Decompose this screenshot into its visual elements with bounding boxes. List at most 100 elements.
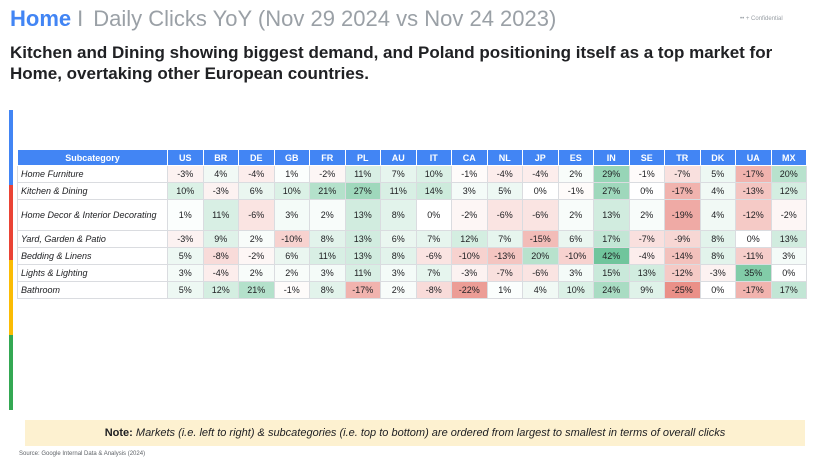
yoy-cell-jp: 20% [522,247,559,265]
yoy-cell-in: 13% [593,199,630,231]
yoy-cell-pl: 13% [344,247,381,265]
yoy-cell-de: -4% [238,165,275,183]
yoy-cell-ca: -1% [451,165,488,183]
yoy-cell-fr: 8% [309,230,346,248]
yoy-cell-es: 3% [557,264,594,282]
yoy-cell-in: 24% [593,281,630,299]
yoy-cell-ca: 3% [451,182,488,200]
yoy-cell-gb: 3% [273,199,310,231]
yoy-cell-fr: 21% [309,182,346,200]
yoy-cell-jp: -6% [522,264,559,282]
yoy-cell-it: 0% [415,199,452,231]
yoy-clicks-table: Subcategory US BR DE GB FR PL AU IT CA NL JP ES IN SE… [17,149,807,299]
yoy-cell-au: 7% [380,165,417,183]
yoy-cell-br: -8% [202,247,239,265]
yoy-cell-br: 12% [202,281,239,299]
yoy-cell-es: -1% [557,182,594,200]
market-header-au: AU [380,149,417,166]
yoy-cell-tr: -12% [664,264,701,282]
subcategory-label: Bedding & Linens [17,247,168,265]
slide-title: Home I Daily Clicks YoY (Nov 29 2024 vs … [10,6,556,36]
yoy-cell-mx: 0% [770,264,807,282]
market-header-pl: PL [344,149,381,166]
yoy-cell-nl: 7% [486,230,523,248]
yoy-cell-es: -10% [557,247,594,265]
yoy-cell-it: 14% [415,182,452,200]
yoy-cell-nl: -13% [486,247,523,265]
yoy-cell-gb: 10% [273,182,310,200]
yoy-cell-nl: 5% [486,182,523,200]
yoy-cell-in: 42% [593,247,630,265]
yoy-cell-jp: -4% [522,165,559,183]
yoy-cell-ua: -12% [735,199,772,231]
yoy-cell-pl: -17% [344,281,381,299]
market-header-ua: UA [735,149,772,166]
yoy-cell-fr: 11% [309,247,346,265]
yoy-cell-us: -3% [167,230,204,248]
yoy-cell-mx: 20% [770,165,807,183]
yoy-cell-tr: -19% [664,199,701,231]
yoy-cell-au: 8% [380,247,417,265]
yoy-cell-ca: -3% [451,264,488,282]
yoy-cell-tr: -17% [664,182,701,200]
yoy-cell-it: -6% [415,247,452,265]
yoy-cell-se: 0% [628,182,665,200]
yoy-cell-jp: -15% [522,230,559,248]
yoy-cell-ua: -17% [735,165,772,183]
yoy-cell-gb: 6% [273,247,310,265]
yoy-cell-gb: 1% [273,165,310,183]
note-banner: Note: Markets (i.e. left to right) & sub… [25,420,805,446]
table-row: Home Furniture -3% 4% -4% 1% -2% 11% 7% 10% -1% -4… [17,165,807,183]
yoy-cell-de: -2% [238,247,275,265]
brand-stripe-blue [9,110,13,185]
yoy-cell-in: 15% [593,264,630,282]
page-title: Daily Clicks YoY (Nov 29 2024 vs Nov 24 … [93,6,557,31]
yoy-cell-tr: -14% [664,247,701,265]
yoy-cell-dk: 8% [699,230,736,248]
yoy-cell-es: 6% [557,230,594,248]
yoy-cell-tr: -25% [664,281,701,299]
title-separator: I [77,6,84,31]
yoy-cell-jp: 4% [522,281,559,299]
yoy-cell-br: -3% [202,182,239,200]
yoy-cell-us: 10% [167,182,204,200]
yoy-cell-es: 2% [557,199,594,231]
section-title: Home [10,6,72,31]
yoy-cell-es: 10% [557,281,594,299]
subcategory-label: Home Furniture [17,165,168,183]
subcategory-label: Home Decor & Interior Decorating [17,199,168,231]
table-row: Bathroom 5% 12% 21% -1% 8% -17% 2% -8% -22% 1% 4% 10… [17,281,807,299]
yoy-cell-it: -8% [415,281,452,299]
subcategory-label: Bathroom [17,281,168,299]
market-header-us: US [167,149,204,166]
yoy-cell-es: 2% [557,165,594,183]
brand-stripe-green [9,335,13,410]
yoy-cell-au: 3% [380,264,417,282]
yoy-cell-nl: -6% [486,199,523,231]
yoy-cell-in: 17% [593,230,630,248]
yoy-cell-se: -7% [628,230,665,248]
market-header-fr: FR [309,149,346,166]
yoy-cell-us: 1% [167,199,204,231]
yoy-cell-de: 21% [238,281,275,299]
yoy-cell-fr: -2% [309,165,346,183]
yoy-cell-fr: 2% [309,199,346,231]
yoy-cell-mx: 17% [770,281,807,299]
yoy-cell-tr: -9% [664,230,701,248]
yoy-cell-dk: 5% [699,165,736,183]
yoy-cell-dk: 4% [699,199,736,231]
yoy-cell-se: 9% [628,281,665,299]
yoy-cell-de: 2% [238,264,275,282]
yoy-cell-nl: -7% [486,264,523,282]
yoy-cell-ua: -13% [735,182,772,200]
note-label: Note: [104,427,133,439]
table-row: Bedding & Linens 5% -8% -2% 6% 11% 13% 8% -6% -10… [17,247,807,265]
market-header-ca: CA [451,149,488,166]
yoy-cell-au: 11% [380,182,417,200]
market-header-in: IN [593,149,630,166]
subcategory-label: Lights & Lighting [17,264,168,282]
yoy-cell-se: -4% [628,247,665,265]
brand-stripe-yellow [9,260,13,335]
market-header-de: DE [238,149,275,166]
market-header-br: BR [202,149,239,166]
